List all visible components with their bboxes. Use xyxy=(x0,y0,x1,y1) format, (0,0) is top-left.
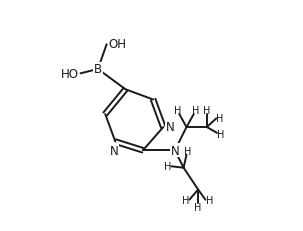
Text: OH: OH xyxy=(109,38,127,51)
Text: H: H xyxy=(195,202,202,212)
Text: HO: HO xyxy=(61,67,79,80)
Text: H: H xyxy=(174,106,181,116)
Text: N: N xyxy=(171,144,179,157)
Text: N: N xyxy=(165,120,174,133)
Text: H: H xyxy=(164,161,171,172)
Text: H: H xyxy=(191,106,199,116)
Text: H: H xyxy=(182,196,189,206)
Text: H: H xyxy=(184,146,191,156)
Text: H: H xyxy=(217,129,225,139)
Text: H: H xyxy=(216,113,224,123)
Text: H: H xyxy=(206,196,213,206)
Text: H: H xyxy=(203,106,211,116)
Text: N: N xyxy=(109,144,118,157)
Text: B: B xyxy=(94,63,102,76)
